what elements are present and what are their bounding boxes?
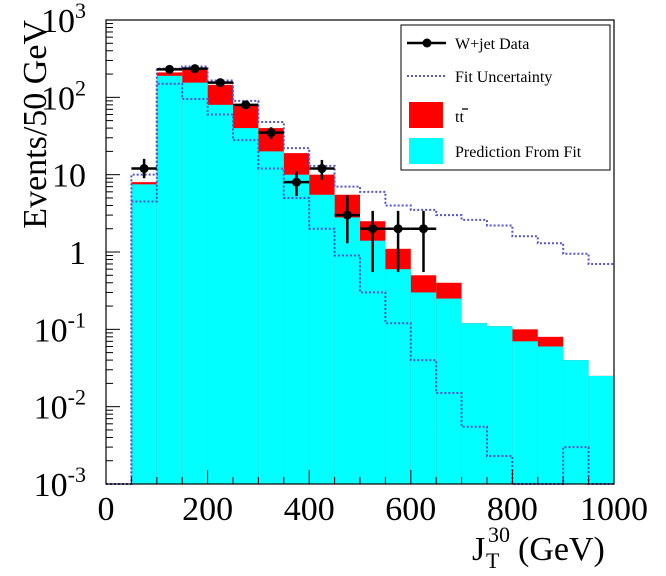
prediction-bar [461, 323, 487, 484]
x-axis-label: J 30T (GeV) [472, 522, 605, 573]
prediction-bar [233, 128, 259, 484]
data-point [258, 127, 284, 139]
axes-layer: 0 200 400 600 800 100010310210110-110-210-3Ev… [17, 0, 648, 573]
prediction-bar [156, 75, 183, 484]
y-tick-label: 1 [69, 235, 86, 272]
data-marker [165, 64, 174, 74]
data-marker [368, 224, 378, 234]
y-tick-base: 10 [41, 3, 75, 40]
legend-data-marker [422, 38, 432, 48]
x-tick-label: 1000 [580, 491, 648, 528]
prediction-bar [537, 346, 564, 484]
y-axis-label: Events/50 GeV [17, 20, 54, 229]
y-tick-exponent: -2 [68, 385, 86, 410]
y-tick-label: 10-3 [34, 462, 86, 504]
legend-data-label: W+jet Data [455, 36, 529, 53]
y-tick-label: 103 [41, 0, 86, 40]
data-marker [393, 224, 403, 234]
data-marker [139, 164, 149, 174]
data-marker [342, 210, 352, 220]
data-point [182, 64, 208, 74]
y-tick-base: 10 [41, 80, 75, 117]
x-axis-label-unit: (GeV) [518, 531, 605, 568]
prediction-bar [588, 375, 614, 484]
y-tick-base: 10 [34, 390, 68, 427]
prediction-bar [410, 292, 437, 484]
y-tick-base: 10 [52, 158, 86, 195]
x-axis-label-superscript: 30 [488, 522, 510, 547]
data-point [410, 210, 437, 273]
prediction-bar [487, 326, 513, 484]
bars-layer [131, 69, 614, 485]
y-tick-exponent: 2 [75, 75, 86, 100]
data-point [334, 195, 360, 244]
prediction-bar [283, 174, 310, 484]
x-axis-label-main: J [472, 531, 485, 568]
x-tick-label: 400 [284, 491, 335, 528]
prediction-bar [334, 217, 360, 484]
data-marker [317, 164, 327, 174]
data-point [156, 64, 183, 74]
prediction-bar [182, 82, 208, 484]
prediction-bar [563, 360, 589, 484]
y-tick-base: 1 [69, 235, 86, 272]
x-axis-label-subscript: T [486, 548, 500, 571]
data-point [360, 210, 386, 273]
data-point [207, 78, 233, 88]
legend-ttbar-swatch [409, 102, 443, 128]
data-point [309, 159, 335, 180]
prediction-bar [207, 104, 233, 485]
data-point [131, 158, 157, 179]
prediction-bar [309, 194, 335, 484]
data-marker [419, 224, 428, 234]
x-tick-label: 800 [487, 491, 538, 528]
x-tick-label: 200 [182, 491, 233, 528]
y-tick-exponent: 3 [75, 0, 86, 23]
prediction-bar [360, 240, 386, 484]
y-tick-label: 10-1 [34, 307, 86, 349]
data-marker [241, 100, 251, 110]
data-marker [292, 177, 301, 187]
legend-prediction-swatch [409, 138, 443, 164]
data-marker [190, 64, 200, 74]
x-tick-label: 0 [98, 491, 115, 528]
x-tick-label: 600 [385, 491, 436, 528]
y-tick-label: 102 [41, 75, 86, 117]
data-point [385, 210, 411, 273]
data-marker [215, 78, 225, 88]
legend-uncertainty-label: Fit Uncertainty [455, 69, 552, 86]
prediction-bar [436, 298, 462, 484]
y-tick-base: 10 [34, 312, 68, 349]
data-point [233, 100, 259, 110]
prediction-bar [512, 341, 538, 484]
legend-prediction-label: Prediction From Fit [455, 144, 582, 161]
y-tick-exponent: -3 [68, 462, 86, 487]
legend: W+jet Data Fit Uncertainty tt Prediction Fr… [400, 24, 611, 171]
prediction-bar [131, 184, 157, 484]
prediction-bar [258, 151, 284, 484]
data-points-layer [131, 64, 437, 273]
y-tick-exponent: -1 [68, 307, 86, 332]
prediction-bar [385, 269, 411, 484]
data-marker [266, 128, 276, 138]
legend-ttbar-label: tt [455, 109, 464, 126]
data-point [283, 171, 310, 196]
y-tick-base: 10 [34, 467, 68, 504]
y-tick-label: 10-2 [34, 385, 86, 427]
y-tick-label: 10 [52, 158, 86, 195]
